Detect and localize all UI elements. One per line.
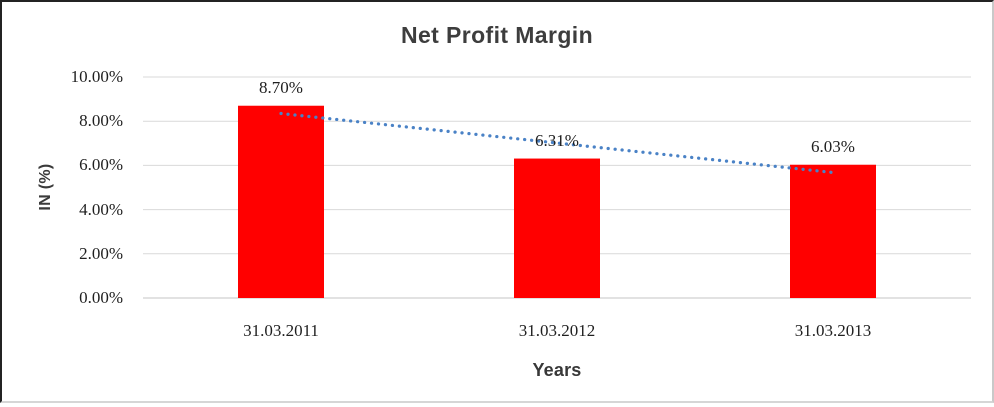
y-tick-label: 6.00% — [79, 155, 123, 175]
chart-title: Net Profit Margin — [400, 22, 594, 48]
bar-31.03.2012 — [514, 158, 600, 298]
y-tick-label: 4.00% — [79, 199, 123, 219]
x-category-label: 31.03.2013 — [794, 321, 872, 340]
x-category-label: 31.03.2012 — [518, 321, 596, 340]
y-tick-label: 2.00% — [79, 243, 123, 263]
bar-data-label: 6.03% — [811, 136, 855, 156]
y-tick-label: 10.00% — [70, 67, 123, 86]
bar-31.03.2013 — [790, 164, 876, 298]
trendline-dotted — [279, 111, 835, 175]
x-axis-title: Years — [532, 360, 582, 380]
y-tick-label: 0.00% — [79, 288, 123, 307]
bar-31.03.2011 — [238, 105, 324, 298]
bar-data-label: 6.31% — [535, 130, 579, 150]
x-category-label: 31.03.2011 — [243, 321, 319, 340]
y-tick-label: 8.00% — [79, 111, 123, 131]
bar-data-label: 8.70% — [259, 77, 303, 97]
